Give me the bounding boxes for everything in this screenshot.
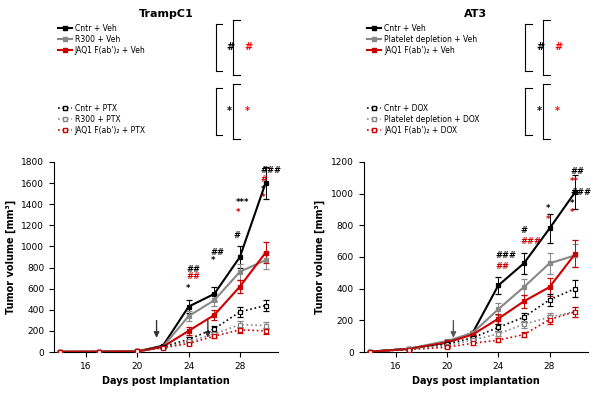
Text: ***: *** [236, 198, 250, 207]
X-axis label: Days post Implantation: Days post Implantation [103, 376, 230, 386]
Text: *: * [545, 215, 550, 224]
Text: #: # [260, 175, 268, 184]
Y-axis label: Tumor volume [mm³]: Tumor volume [mm³] [5, 200, 16, 314]
Text: ##: ## [186, 265, 200, 274]
Text: *: * [536, 106, 541, 116]
Text: *: * [260, 185, 265, 194]
Text: *: * [570, 208, 575, 217]
Text: #: # [245, 42, 253, 52]
Text: *: * [211, 256, 215, 266]
Text: *: * [186, 284, 191, 293]
Text: *: * [570, 199, 575, 208]
Text: *: * [554, 106, 559, 116]
Text: ###: ### [570, 188, 591, 197]
Text: *: * [227, 106, 232, 116]
Text: ##: ## [496, 262, 509, 271]
Text: ###: ### [496, 251, 517, 260]
Text: #: # [233, 231, 241, 240]
Text: *: * [236, 208, 241, 217]
Text: *: * [245, 106, 250, 116]
Text: ##: ## [186, 272, 200, 281]
Text: ###: ### [260, 166, 281, 175]
Y-axis label: Tumor volume [mm³]: Tumor volume [mm³] [315, 200, 325, 314]
Text: ###: ### [520, 237, 541, 246]
Text: #: # [536, 42, 545, 52]
Text: #: # [554, 42, 562, 52]
X-axis label: Days post implantation: Days post implantation [412, 376, 539, 386]
Text: #: # [227, 42, 235, 52]
Text: *: * [545, 204, 550, 213]
Text: **: ** [570, 177, 579, 186]
Text: #: # [520, 226, 527, 235]
Legend: Cntr + DOX, Platelet depletion + DOX, JAQ1 F(ab')₂ + DOX: Cntr + DOX, Platelet depletion + DOX, JA… [367, 104, 480, 135]
Text: *: * [260, 193, 265, 202]
Title: AT3: AT3 [464, 9, 487, 19]
Text: ##: ## [570, 167, 584, 176]
Text: ##: ## [211, 248, 224, 257]
Title: TrampC1: TrampC1 [139, 9, 194, 19]
Legend: Cntr + PTX, R300 + PTX, JAQ1 F(ab')₂ + PTX: Cntr + PTX, R300 + PTX, JAQ1 F(ab')₂ + P… [58, 104, 146, 135]
